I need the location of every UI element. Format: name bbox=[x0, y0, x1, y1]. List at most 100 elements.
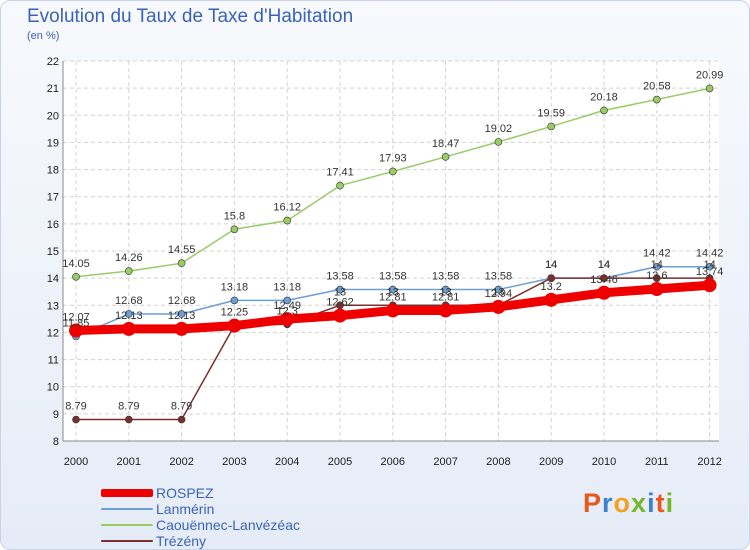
data-label: 13.46 bbox=[590, 274, 618, 286]
data-label: 12.81 bbox=[379, 291, 407, 303]
y-tick-label: 17 bbox=[47, 192, 59, 204]
data-point bbox=[597, 285, 611, 300]
legend: ROSPEZ Lanmérin Caouënnec-Lanvézéac Tréz… bbox=[101, 485, 361, 549]
y-tick-label: 11 bbox=[48, 355, 59, 367]
x-tick-label: 2011 bbox=[645, 456, 669, 468]
data-label: 8.79 bbox=[118, 401, 139, 413]
data-point bbox=[385, 303, 400, 318]
data-label: 14.42 bbox=[696, 248, 724, 260]
data-label: 14.26 bbox=[115, 252, 143, 264]
y-tick-label: 22 bbox=[47, 56, 59, 68]
brand-letter: r bbox=[602, 488, 614, 518]
series-2 bbox=[72, 84, 714, 281]
data-label: 12.68 bbox=[168, 295, 196, 307]
data-label: 12.25 bbox=[221, 307, 249, 319]
y-tick-label: 20 bbox=[47, 110, 59, 122]
brand-letter: x bbox=[631, 488, 648, 518]
series-0 bbox=[69, 278, 717, 338]
brand-letter: i bbox=[665, 488, 675, 518]
legend-label: Trézény bbox=[156, 533, 207, 549]
data-point bbox=[494, 285, 503, 294]
legend-item-trezeny: Trézény bbox=[101, 533, 361, 549]
data-label: 12.81 bbox=[432, 291, 460, 303]
x-tick-label: 2009 bbox=[539, 456, 563, 468]
y-tick-label: 18 bbox=[47, 165, 59, 177]
data-point bbox=[125, 310, 133, 318]
data-point bbox=[652, 262, 661, 271]
data-label: 13 bbox=[334, 286, 346, 298]
legend-item-rospez: ROSPEZ bbox=[101, 485, 361, 501]
data-point bbox=[227, 318, 242, 333]
data-label: 13.18 bbox=[273, 281, 301, 293]
data-label: 14 bbox=[598, 259, 610, 271]
data-label: 14.55 bbox=[168, 244, 196, 256]
x-tick-label: 2012 bbox=[697, 456, 721, 468]
data-point bbox=[230, 296, 239, 305]
data-point bbox=[544, 292, 559, 307]
x-tick-label: 2006 bbox=[381, 456, 405, 468]
legend-swatch bbox=[101, 489, 153, 497]
legend-item-lanmerin: Lanmérin bbox=[101, 501, 361, 517]
data-point bbox=[547, 274, 556, 282]
brand-letter: P bbox=[583, 488, 603, 518]
data-label: 15.8 bbox=[224, 210, 245, 222]
x-tick-label: 2002 bbox=[169, 456, 193, 468]
data-point bbox=[177, 259, 186, 268]
data-label: 19.02 bbox=[485, 123, 513, 135]
data-point bbox=[494, 138, 503, 146]
data-point bbox=[547, 122, 556, 131]
data-point bbox=[388, 167, 397, 176]
data-label: 13 bbox=[439, 286, 451, 298]
data-point bbox=[600, 274, 608, 282]
data-point bbox=[336, 181, 344, 190]
y-tick-label: 10 bbox=[47, 382, 59, 394]
x-tick-label: 2007 bbox=[433, 456, 457, 468]
data-label: 19.59 bbox=[537, 107, 565, 119]
data-label: 11.85 bbox=[63, 318, 90, 330]
legend-label: Lanmérin bbox=[156, 501, 215, 517]
data-label: 20.99 bbox=[696, 69, 724, 81]
y-tick-label: 14 bbox=[47, 273, 59, 285]
data-label: 12.07 bbox=[62, 312, 90, 324]
data-point bbox=[283, 216, 292, 225]
data-label: 12.3 bbox=[276, 305, 297, 317]
series-layer bbox=[69, 84, 717, 424]
data-point bbox=[177, 415, 186, 424]
y-tick-label: 19 bbox=[47, 137, 59, 149]
y-tick-label: 8 bbox=[53, 436, 59, 448]
brand-letter: t bbox=[655, 488, 666, 518]
data-label: 14 bbox=[545, 259, 557, 271]
data-point bbox=[649, 282, 664, 296]
data-point bbox=[652, 95, 661, 104]
data-label: 13.58 bbox=[379, 271, 407, 283]
data-label: 13 bbox=[492, 286, 504, 298]
data-label: 12.13 bbox=[168, 310, 196, 322]
data-point bbox=[230, 225, 239, 234]
data-label: 12.68 bbox=[115, 295, 143, 307]
y-tick-label: 13 bbox=[47, 300, 59, 312]
data-label: 14.42 bbox=[643, 248, 671, 260]
legend-label: ROSPEZ bbox=[156, 485, 214, 501]
data-label: 14 bbox=[598, 259, 610, 271]
data-label: 14 bbox=[703, 259, 715, 271]
data-point bbox=[174, 321, 189, 336]
data-label: 13.58 bbox=[432, 271, 460, 283]
data-label: 18.47 bbox=[432, 138, 460, 150]
data-label: 8.79 bbox=[65, 401, 86, 413]
x-tick-label: 2000 bbox=[64, 456, 88, 468]
data-label: 12.62 bbox=[326, 297, 354, 309]
data-point bbox=[336, 285, 344, 294]
data-label: 20.58 bbox=[643, 81, 671, 93]
data-point bbox=[491, 299, 506, 314]
brand-letter: i bbox=[647, 488, 656, 518]
data-point bbox=[177, 310, 186, 318]
x-tick-label: 2005 bbox=[328, 456, 352, 468]
legend-swatch bbox=[101, 524, 153, 526]
brand-logo: Proxiti bbox=[583, 488, 674, 519]
brand-letter: o bbox=[613, 488, 632, 518]
data-label: 13.2 bbox=[540, 281, 561, 293]
data-point bbox=[333, 308, 347, 323]
data-point bbox=[388, 285, 397, 294]
data-labels: 14.05 14.26 14.55 15.8 16.12 17.41 17.93 18.47 1… bbox=[62, 69, 723, 412]
